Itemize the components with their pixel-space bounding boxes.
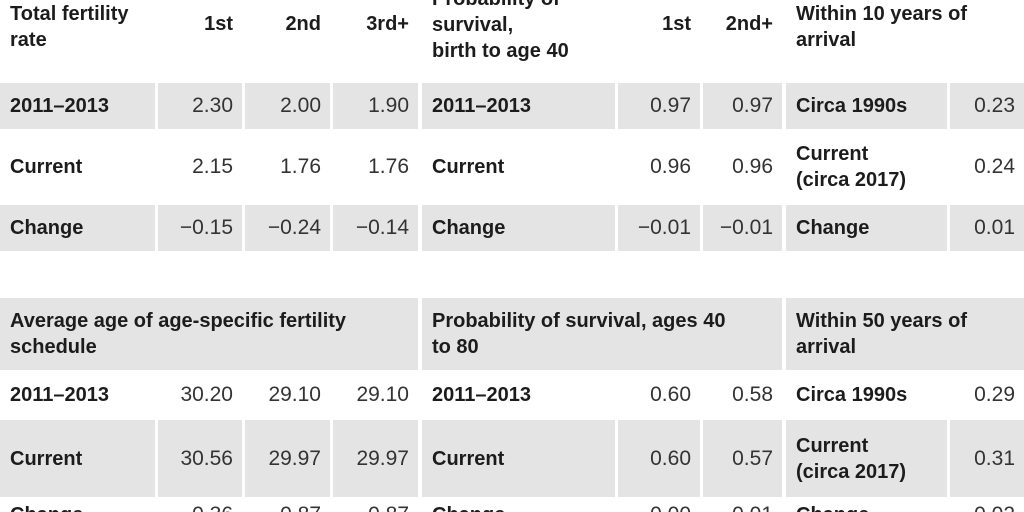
row-label: Change (0, 497, 155, 512)
cell-value: 0.60 (650, 383, 691, 406)
cell-value: 1.90 (333, 83, 418, 129)
cell-value: 29.97 (333, 420, 418, 497)
cell-value: 0.29 (974, 383, 1015, 406)
section-header-survival-birth-to-40: Probability of survival, birth to age 40 (422, 0, 615, 83)
cell-value: 29.10 (268, 383, 321, 406)
cell-value: 0.57 (703, 420, 782, 497)
cell-value: 0.00 (618, 497, 700, 512)
row-label: Current (422, 420, 615, 497)
row-label: Current (432, 156, 505, 178)
row-label: Change (786, 205, 947, 251)
cell-value: 0.58 (732, 383, 773, 406)
cell-value: −0.24 (245, 205, 330, 251)
cell-value: −0.01 (618, 205, 700, 251)
column-header-2nd-plus: 2nd+ (725, 13, 773, 35)
cell-value: 0.96 (732, 155, 773, 178)
column-header-3rd-plus: 3rd+ (366, 13, 409, 35)
row-label: Current (0, 420, 155, 497)
cell-value: 1.76 (280, 155, 321, 178)
row-label: Change (422, 497, 615, 512)
cell-value: 0.60 (618, 420, 700, 497)
row-label: Circa 1990s (786, 83, 947, 129)
cell-value: 2.30 (158, 83, 242, 129)
row-label: Current (10, 156, 83, 178)
section-header-within-50-years: Within 50 years of arrival (786, 298, 1024, 370)
cell-value: 0.01 (950, 205, 1024, 251)
row-label: Change (422, 205, 615, 251)
row-label: Current (circa 2017) (786, 420, 947, 497)
cell-value: 29.97 (245, 420, 330, 497)
cell-value: 0.87 (333, 497, 418, 512)
section-header-survival-40-to-80: Probability of survival, ages 40 to 80 (422, 298, 782, 370)
cell-value: −0.01 (703, 497, 782, 512)
row-label: Change (786, 497, 947, 512)
row-label: 2011–2013 (422, 83, 615, 129)
cell-value: 0.23 (950, 83, 1024, 129)
column-header-1st: 1st (662, 13, 691, 35)
cell-value: 0.31 (950, 420, 1024, 497)
cell-value: −0.14 (333, 205, 418, 251)
row-label: 2011–2013 (10, 384, 110, 406)
cell-value: 1.76 (368, 155, 409, 178)
cell-value: 30.20 (180, 383, 233, 406)
column-header-1st: 1st (204, 13, 233, 35)
cell-value: 2.15 (192, 155, 233, 178)
cell-value: 29.10 (356, 383, 409, 406)
row-label: Circa 1990s (796, 384, 908, 406)
row-label: 2011–2013 (0, 83, 155, 129)
row-label: Current (circa 2017) (796, 143, 907, 191)
column-header-2nd: 2nd (285, 13, 321, 35)
cell-value: 0.24 (974, 155, 1015, 178)
cell-value: 30.56 (158, 420, 242, 497)
cell-value: 2.00 (245, 83, 330, 129)
section-header-total-fertility-rate: Total fertility rate (10, 3, 129, 51)
section-header-average-age-fertility: Average age of age-specific fertility sc… (0, 298, 418, 370)
cell-value: −0.01 (703, 205, 782, 251)
cell-value: 0.97 (618, 83, 700, 129)
cell-value: −0.15 (158, 205, 242, 251)
cell-value: 0.96 (650, 155, 691, 178)
cell-value: 0.87 (245, 497, 330, 512)
cell-value: 0.36 (158, 497, 242, 512)
cell-value: 0.97 (703, 83, 782, 129)
section-header-within-10-years: Within 10 years of arrival (796, 3, 967, 51)
row-label: 2011–2013 (432, 384, 532, 406)
section-header-text: Probability of survival, birth to age 40 (432, 0, 569, 62)
cell-value: 0.02 (950, 497, 1024, 512)
row-label: Change (0, 205, 155, 251)
